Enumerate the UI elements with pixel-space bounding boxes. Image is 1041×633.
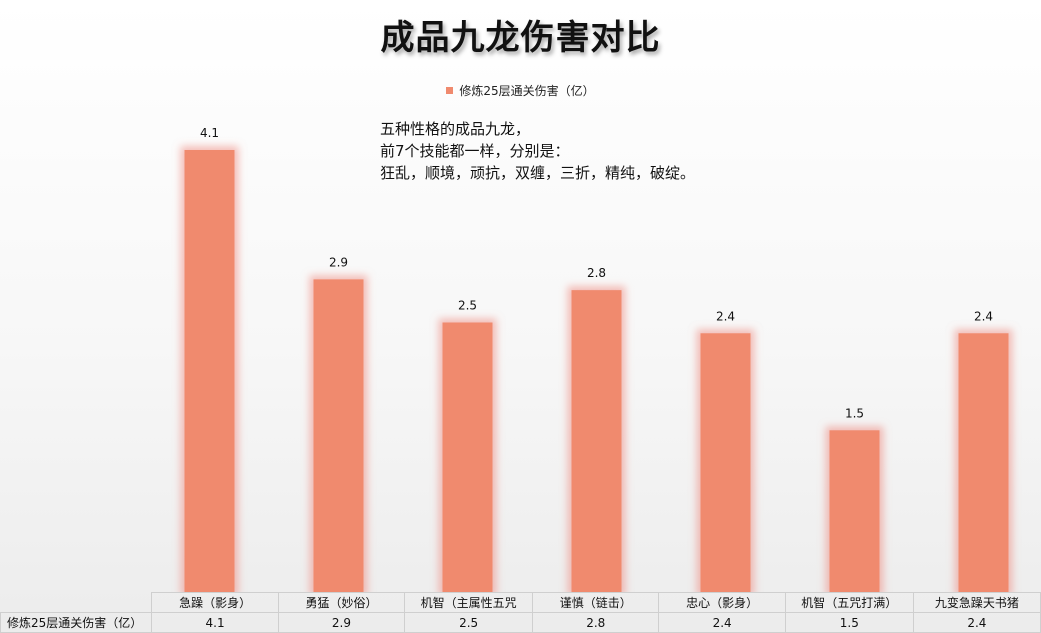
bar-2	[442, 322, 493, 592]
category-label: 九变急躁天书猪	[912, 592, 1041, 613]
data-label-6: 2.4	[974, 309, 993, 323]
bar-0	[184, 150, 235, 592]
bar-6	[958, 333, 1009, 592]
data-table-value: 2.5	[404, 612, 534, 633]
data-table-corner	[0, 592, 153, 613]
category-label: 机智（主属性五咒	[404, 592, 534, 613]
chart-legend: 修炼25层通关伤害（亿）	[0, 82, 1041, 99]
category-label: 勇猛（妙俗）	[277, 592, 406, 613]
data-table-value-row: 修炼25层通关伤害（亿） 4.1 2.9 2.5 2.8 2.4 1.5 2.4	[0, 612, 1041, 633]
category-label: 急躁（影身）	[151, 592, 279, 613]
chart-title: 成品九龙伤害对比	[380, 18, 661, 58]
bar-3	[571, 290, 622, 592]
annotation-text: 五种性格的成品九龙， 前7个技能都一样，分别是： 狂乱，顺境，顽抗，双缠，三折，…	[380, 118, 695, 184]
bar-1	[313, 279, 364, 592]
data-table: 急躁（影身） 勇猛（妙俗） 机智（主属性五咒 谨慎（链击） 忠心（影身） 机智（…	[0, 592, 1041, 633]
category-label: 忠心（影身）	[658, 592, 786, 613]
data-label-1: 2.9	[329, 255, 348, 269]
data-label-2: 2.5	[458, 298, 477, 312]
legend-label: 修炼25层通关伤害（亿）	[459, 84, 595, 98]
data-table-category-row: 急躁（影身） 勇猛（妙俗） 机智（主属性五咒 谨慎（链击） 忠心（影身） 机智（…	[0, 592, 1041, 613]
data-table-value: 4.1	[151, 612, 279, 633]
data-label-3: 2.8	[587, 266, 606, 280]
data-label-4: 2.4	[716, 309, 735, 323]
data-table-value: 2.9	[277, 612, 406, 633]
annotation-line: 前7个技能都一样，分别是：	[380, 142, 570, 160]
data-table-value: 2.4	[658, 612, 786, 633]
data-table-value: 1.5	[784, 612, 914, 633]
data-label-5: 1.5	[845, 406, 864, 420]
category-label: 机智（五咒打满）	[784, 592, 914, 613]
data-table-value: 2.8	[532, 612, 660, 633]
data-label-0: 4.1	[200, 126, 219, 140]
legend-swatch	[446, 87, 454, 94]
bar-4	[700, 333, 751, 592]
data-table-value: 2.4	[912, 612, 1041, 633]
data-table-series-label: 修炼25层通关伤害（亿）	[0, 612, 153, 633]
annotation-line: 狂乱，顺境，顽抗，双缠，三折，精纯，破绽。	[380, 164, 696, 182]
bar-5	[829, 430, 880, 592]
bar-chart-plot: 4.1 2.9 2.5 2.8 2.4 1.5 2.4	[184, 126, 1009, 592]
annotation-line: 五种性格的成品九龙，	[380, 120, 531, 138]
category-label: 谨慎（链击）	[532, 592, 660, 613]
